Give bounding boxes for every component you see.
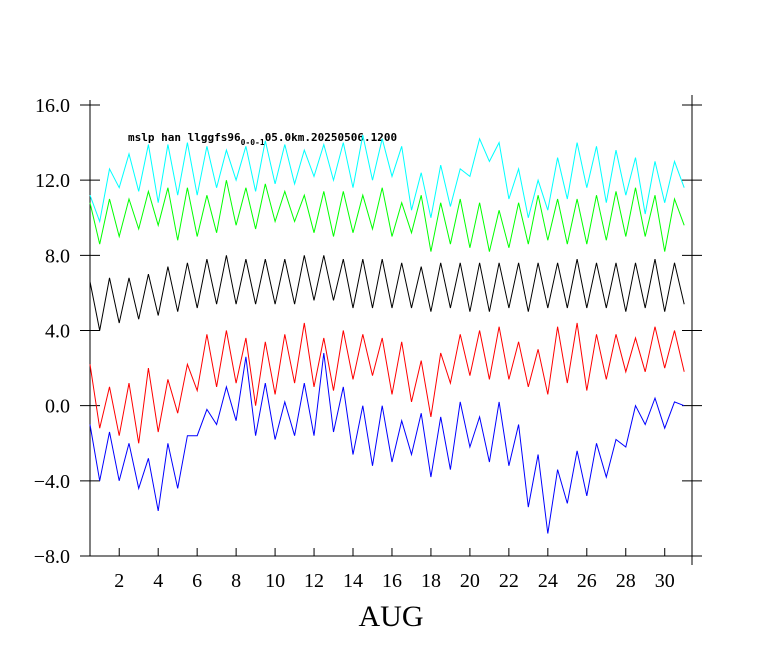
x-tick-label: 10	[265, 570, 285, 592]
y-tick-label: 12.0	[35, 170, 70, 192]
y-tick-label: 4.0	[45, 321, 70, 343]
x-tick-label: 2	[114, 570, 124, 592]
series-line	[89, 180, 685, 252]
x-tick-label: 4	[153, 570, 163, 592]
y-tick-label: −4.0	[34, 471, 70, 493]
title-main: mslp han llggfs96	[128, 131, 241, 144]
x-tick-label: 26	[577, 570, 597, 592]
series-line	[89, 255, 685, 331]
y-tick-label: 8.0	[45, 245, 70, 267]
x-tick-label: 30	[655, 570, 675, 592]
title-suffix: 05.0km.20250506.1200	[265, 131, 397, 144]
y-tick-label: 0.0	[45, 396, 70, 418]
y-tick-label: −8.0	[34, 546, 70, 568]
x-tick-label: 28	[616, 570, 636, 592]
x-tick-label: 6	[192, 570, 202, 592]
x-tick-label: 8	[231, 570, 241, 592]
title-subscript: 0-0-1	[241, 138, 265, 147]
series-line	[89, 134, 685, 224]
x-tick-label: 22	[499, 570, 519, 592]
x-tick-label: 12	[304, 570, 324, 592]
x-tick-label: 24	[538, 570, 558, 592]
x-axis-label: AUG	[359, 600, 424, 633]
y-tick-label: 16.0	[35, 95, 70, 117]
x-tick-label: 20	[460, 570, 480, 592]
x-tick-label: 14	[343, 570, 363, 592]
series-line	[89, 322, 685, 444]
x-tick-label: 18	[421, 570, 441, 592]
x-tick-label: 16	[382, 570, 402, 592]
series-line	[89, 352, 685, 534]
